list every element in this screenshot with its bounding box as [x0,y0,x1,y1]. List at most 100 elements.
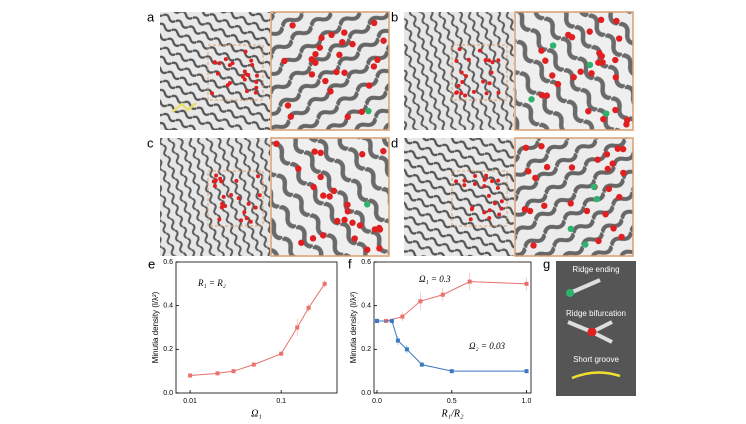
defect [318,34,325,42]
defect [499,206,504,211]
defect [457,47,462,52]
defect [366,82,373,89]
defect [349,219,356,226]
dense-region [207,170,264,227]
defect [594,156,601,163]
defect [246,73,251,78]
defect [459,91,464,96]
legend-label: Ridge ending [572,265,619,274]
defect [482,177,487,182]
pattern-image [160,138,270,256]
defect [223,57,228,62]
defect [472,182,477,187]
defect [473,174,478,179]
ridge-ending [528,96,535,103]
defect [454,58,459,63]
defect [595,59,602,66]
ridge-ending [593,195,601,203]
defect [243,49,248,54]
defect [349,40,356,48]
series-line [376,281,527,322]
defect [471,89,476,94]
legend-label: Ridge bifurcation [566,309,626,318]
panel-label: f [348,256,352,271]
defect [497,212,502,217]
ridge-ending [590,183,598,191]
defect [532,174,539,182]
panel-label: g [543,256,550,271]
marker [440,292,445,297]
panel-label: e [148,256,155,271]
defect [326,193,333,200]
defect [212,60,217,65]
defect [496,90,501,95]
defect [477,48,482,53]
ridge-ending [567,225,574,233]
defect [212,184,217,189]
defect [310,183,317,191]
defect [487,208,492,213]
defect [602,211,609,218]
defect [215,71,220,76]
panel-label: c [147,135,154,150]
defect [281,57,288,65]
dense-region [451,170,508,227]
y-tick-label: 0.6 [163,259,173,266]
defect [486,193,491,198]
marker [231,369,236,374]
panel-label: d [391,135,398,150]
x-tick-label: 0.0 [372,398,382,405]
defect [623,121,630,128]
defect [220,201,225,206]
defect [295,165,302,172]
marker [419,362,424,367]
defect [341,69,348,76]
defect [256,174,261,179]
defect [242,69,247,74]
marker [215,371,220,376]
icon [566,289,574,297]
defect [530,242,537,249]
defect [254,80,259,85]
defect [239,218,244,223]
marker [467,279,472,284]
defect [483,58,488,63]
defect [460,80,465,85]
y-tick-label: 0.4 [163,303,173,310]
defect [454,179,459,184]
marker [395,338,400,343]
icon [587,327,597,337]
marker [322,281,327,286]
defect [253,90,258,95]
defect [370,63,378,70]
defect [614,145,621,152]
defect [273,140,280,147]
defect [538,91,546,99]
defect [541,202,548,209]
defect [334,217,341,225]
ridge-ending [549,42,557,49]
defect [583,207,591,215]
defect [344,113,351,121]
annotation: Ω₁ = 0.3 [419,274,451,284]
marker [418,299,423,304]
defect [522,144,530,151]
defect [612,74,619,81]
defect [604,165,611,173]
defect [492,201,497,206]
ridge-ending [582,241,589,248]
defect [466,57,471,62]
marker [188,373,193,378]
defect [489,70,494,75]
series-line [190,283,326,377]
defect [214,173,219,178]
annotation: R₁ = R₂ [197,278,226,288]
defect [312,50,319,58]
defect [234,178,239,183]
defect [481,79,486,84]
marker [524,369,529,374]
defect [351,235,358,242]
defect [484,91,489,96]
defect [619,145,627,153]
defect [613,17,620,25]
